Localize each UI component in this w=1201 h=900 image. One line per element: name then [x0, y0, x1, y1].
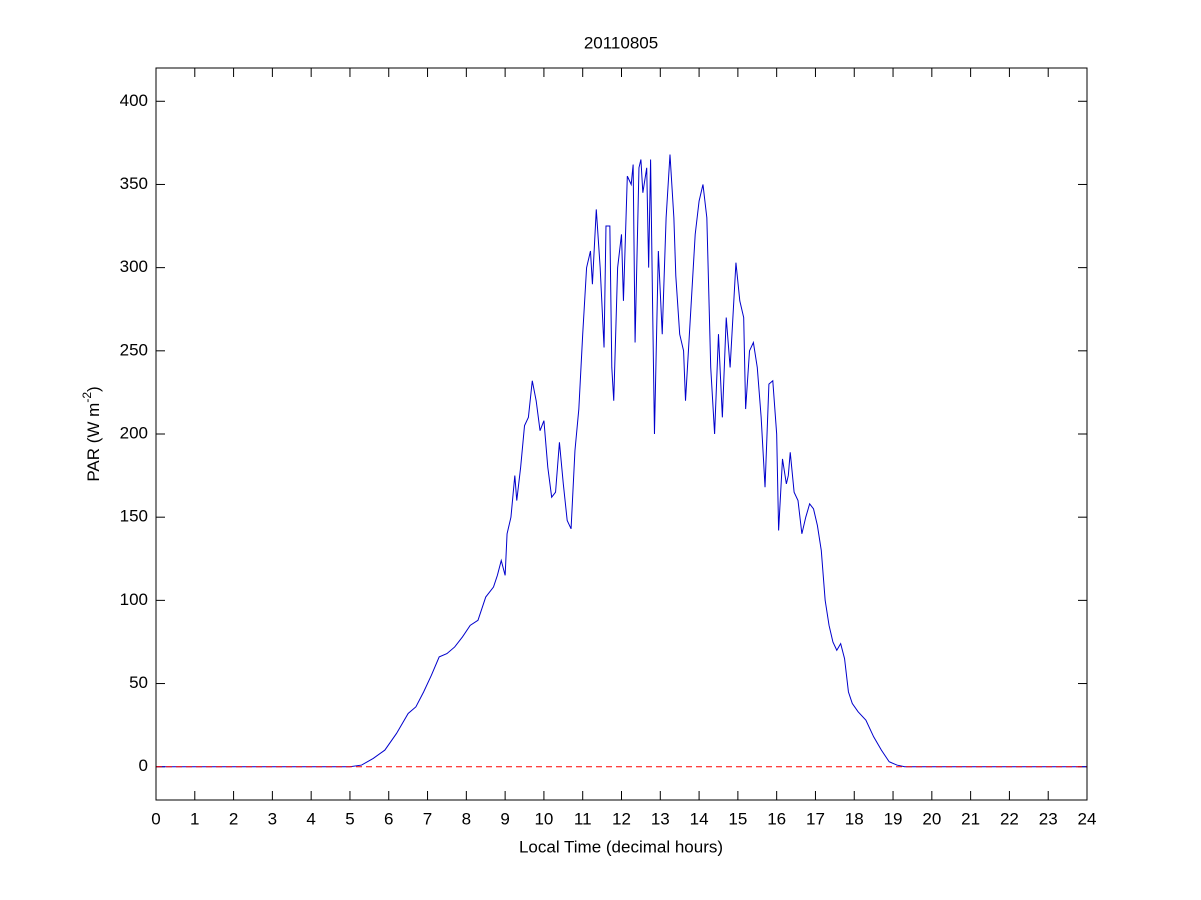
y-tick-label: 300 — [120, 257, 148, 276]
x-tick-label: 2 — [229, 809, 238, 828]
x-tick-label: 19 — [884, 809, 903, 828]
x-tick-label: 22 — [1000, 809, 1019, 828]
y-tick-label: 250 — [120, 340, 148, 359]
plot-frame — [155, 67, 1088, 801]
x-tick-label: 12 — [612, 809, 631, 828]
x-tick-label: 1 — [190, 809, 199, 828]
x-tick-label: 10 — [534, 809, 553, 828]
x-tick-label: 21 — [961, 809, 980, 828]
x-tick-label: 23 — [1039, 809, 1058, 828]
y-axis-label: PAR (W m-2) — [80, 386, 103, 481]
x-tick-label: 11 — [574, 809, 592, 828]
x-tick-label: 8 — [462, 809, 471, 828]
y-tick-label: 0 — [139, 756, 148, 775]
x-tick-label: 4 — [306, 809, 315, 828]
y-axis-label-suffix: ) — [84, 386, 103, 392]
x-tick-label: 7 — [423, 809, 432, 828]
y-tick-label: 100 — [120, 590, 148, 609]
x-tick-label: 3 — [268, 809, 277, 828]
y-tick-label: 150 — [120, 507, 148, 526]
x-tick-label: 18 — [845, 809, 864, 828]
x-tick-label: 16 — [767, 809, 786, 828]
x-tick-label: 17 — [806, 809, 825, 828]
x-tick-label: 13 — [651, 809, 670, 828]
y-tick-label: 50 — [129, 673, 148, 692]
x-tick-label: 5 — [345, 809, 354, 828]
x-axis-label: Local Time (decimal hours) — [519, 837, 723, 856]
y-axis-label-superscript: -2 — [80, 392, 94, 403]
y-tick-label: 200 — [120, 423, 148, 442]
y-axis-label-text: PAR (W m — [84, 403, 103, 482]
y-tick-label: 400 — [120, 91, 148, 110]
x-tick-label: 20 — [922, 809, 941, 828]
y-tick-label: 350 — [120, 174, 148, 193]
chart-title: 20110805 — [584, 33, 658, 52]
x-tick-label: 6 — [384, 809, 393, 828]
x-tick-label: 15 — [728, 809, 747, 828]
x-tick-label: 9 — [500, 809, 509, 828]
data-line — [156, 154, 1087, 768]
x-tick-label: 24 — [1078, 809, 1097, 828]
x-tick-label: 14 — [690, 809, 709, 828]
x-tick-label: 0 — [151, 809, 160, 828]
